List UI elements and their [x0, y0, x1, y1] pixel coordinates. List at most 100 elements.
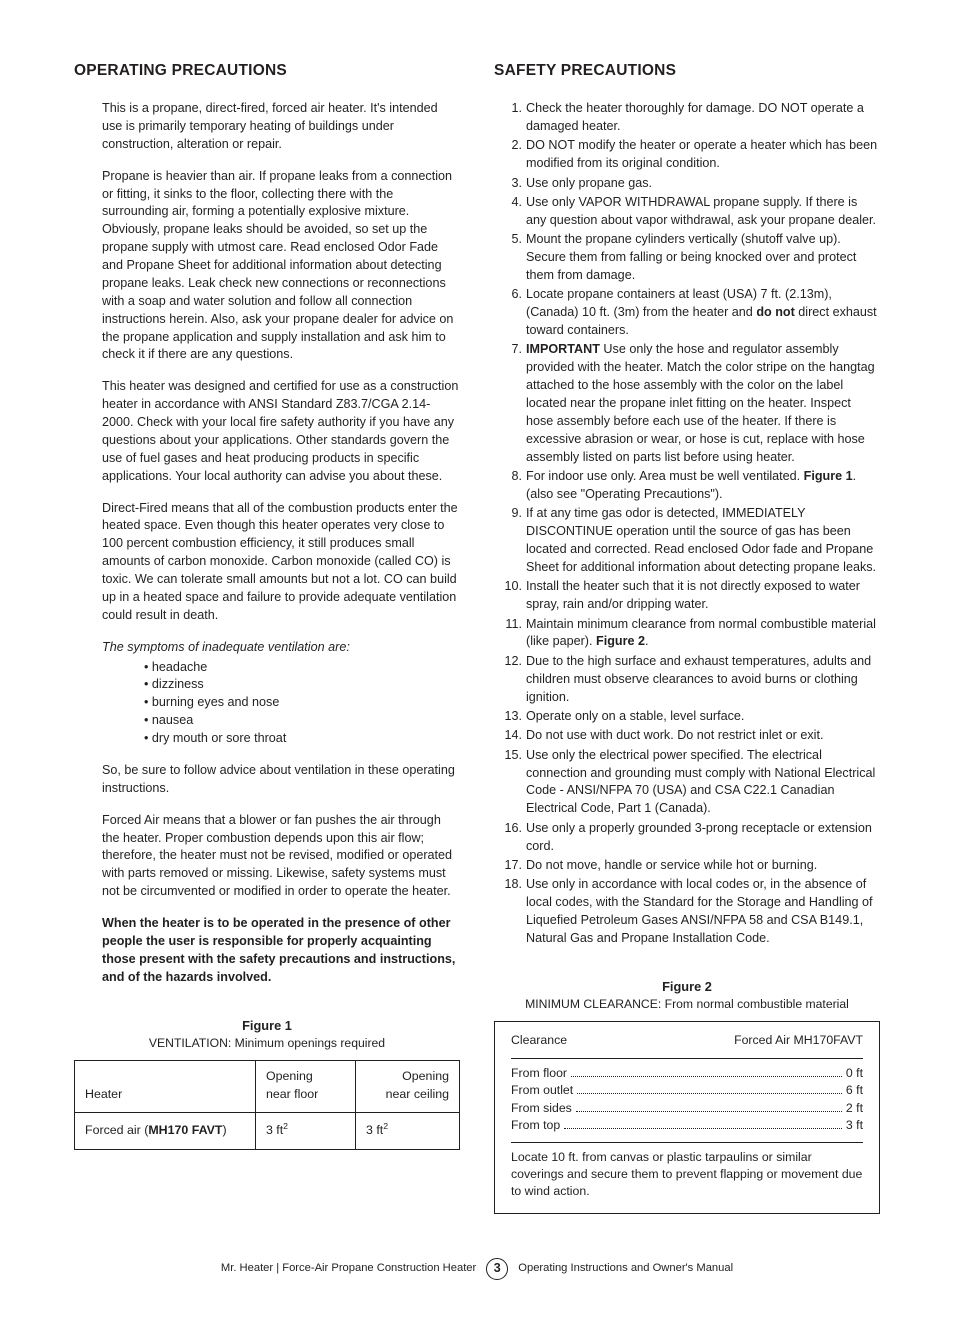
- figure-2-subtitle: MINIMUM CLEARANCE: From normal combustib…: [494, 996, 880, 1013]
- safety-item: Install the heater such that it is not d…: [494, 578, 880, 614]
- safety-item-text: For indoor use only. Area must be well v…: [526, 469, 804, 483]
- safety-item: Do not move, handle or service while hot…: [494, 857, 880, 875]
- fig2-note: Locate 10 ft. from canvas or plastic tar…: [511, 1142, 863, 1201]
- safety-item-text: DO NOT modify the heater or operate a he…: [526, 138, 877, 170]
- safety-item: Do not use with duct work. Do not restri…: [494, 727, 880, 745]
- footer-left: Mr. Heater | Force-Air Propane Construct…: [221, 1261, 476, 1277]
- symptom-list: headache dizziness burning eyes and nose…: [144, 659, 460, 748]
- fig2-row-label: From floor: [511, 1065, 567, 1082]
- fig1-v2: 3 ft2: [356, 1113, 460, 1150]
- fig2-row-dots: [576, 1103, 842, 1112]
- fig2-row: From outlet 6 ft: [511, 1082, 863, 1099]
- fig1-col-ceil-l2: near ceiling: [386, 1087, 449, 1101]
- safety-item: Use only the electrical power specified.…: [494, 747, 880, 819]
- safety-item: Maintain minimum clearance from normal c…: [494, 616, 880, 652]
- fig1-col-ceiling: Opening near ceiling: [356, 1060, 460, 1112]
- safety-item-text: Mount the propane cylinders vertically (…: [526, 232, 856, 282]
- fig1-v2-text: 3 ft: [366, 1123, 383, 1137]
- fig2-row: From top 3 ft: [511, 1117, 863, 1134]
- safety-item-text: Use only in accordance with local codes …: [526, 877, 873, 945]
- safety-item: IMPORTANT Use only the hose and regulato…: [494, 341, 880, 466]
- safety-item-text: Check the heater thoroughly for damage. …: [526, 101, 864, 133]
- safety-item-text: Use only propane gas.: [526, 176, 652, 190]
- fig2-row-label: From top: [511, 1117, 560, 1134]
- fig2-rows: From floor 0 ft From outlet 6 ftFrom sides2…: [511, 1065, 863, 1135]
- two-column-layout: Operating Precautions This is a propane,…: [74, 60, 880, 1214]
- op-responsibility-bold: When the heater is to be operated in the…: [102, 915, 460, 987]
- fig2-row-value: 3 ft: [846, 1117, 863, 1134]
- left-column: Operating Precautions This is a propane,…: [74, 60, 460, 1214]
- safety-item-bold: Figure 1: [804, 469, 853, 483]
- fig1-v1-sup: 2: [283, 1121, 288, 1131]
- safety-item: Due to the high surface and exhaust temp…: [494, 653, 880, 707]
- figure-1-subtitle: VENTILATION: Minimum openings required: [74, 1035, 460, 1052]
- page-footer: Mr. Heater | Force-Air Propane Construct…: [74, 1258, 880, 1280]
- safety-item: Operate only on a stable, level surface.: [494, 708, 880, 726]
- symptom-lead: The symptoms of inadequate ventilation a…: [102, 639, 460, 657]
- safety-item-bold: do not: [756, 305, 794, 319]
- fig2-row-value: 6 ft: [846, 1082, 863, 1099]
- fig2-row: From sides2 ft: [511, 1100, 863, 1117]
- safety-item-text: Maintain minimum clearance from normal c…: [526, 617, 876, 649]
- safety-item-text: Do not use with duct work. Do not restri…: [526, 728, 823, 742]
- figure-2-caption: Figure 2 MINIMUM CLEARANCE: From normal …: [494, 978, 880, 1013]
- safety-item: Locate propane containers at least (USA)…: [494, 286, 880, 340]
- safety-item-text: If at any time gas odor is detected, IMM…: [526, 506, 876, 574]
- fig1-col-floor-l1: Opening: [266, 1069, 313, 1083]
- symptom-item: burning eyes and nose: [144, 694, 460, 712]
- figure-2-table: Clearance Forced Air MH170FAVT From floo…: [494, 1021, 880, 1214]
- safety-precautions-heading: Safety Precautions: [494, 60, 880, 82]
- safety-item-text: Use only the electrical power specified.…: [526, 748, 875, 816]
- op-para-3: This heater was designed and certified f…: [102, 378, 460, 485]
- figure-1-caption: Figure 1 VENTILATION: Minimum openings r…: [74, 1017, 460, 1052]
- safety-item-text: Use only a properly grounded 3-prong rec…: [526, 821, 872, 853]
- fig2-header: Clearance Forced Air MH170FAVT: [511, 1032, 863, 1058]
- operating-body: This is a propane, direct-fired, forced …: [102, 100, 460, 987]
- safety-item: If at any time gas odor is detected, IMM…: [494, 505, 880, 577]
- footer-right: Operating Instructions and Owner's Manua…: [518, 1261, 733, 1277]
- fig2-row-label: From outlet: [511, 1082, 573, 1099]
- right-column: Safety Precautions Check the heater thor…: [494, 60, 880, 1214]
- fig1-col-ceil-l1: Opening: [402, 1069, 449, 1083]
- fig1-col-floor: Opening near floor: [255, 1060, 355, 1112]
- safety-item: Use only in accordance with local codes …: [494, 876, 880, 948]
- symptom-item: nausea: [144, 712, 460, 730]
- safety-item-text: Use only VAPOR WITHDRAWAL propane supply…: [526, 195, 876, 227]
- fig1-v1-text: 3 ft: [266, 1123, 283, 1137]
- fig1-v1: 3 ft2: [255, 1113, 355, 1150]
- fig2-row-value: 2 ft: [846, 1100, 863, 1117]
- safety-item-text: Operate only on a stable, level surface.: [526, 709, 744, 723]
- safety-item: Check the heater thoroughly for damage. …: [494, 100, 880, 136]
- op-para-4: Direct-Fired means that all of the combu…: [102, 500, 460, 625]
- safety-item-bold-lead: IMPORTANT: [526, 342, 600, 356]
- fig2-row-dots: [571, 1068, 842, 1077]
- fig1-col-heater: Heater: [75, 1060, 256, 1112]
- fig1-col-floor-l2: near floor: [266, 1087, 318, 1101]
- safety-item-text-post: .: [645, 634, 649, 648]
- safety-item-bold: Figure 2: [596, 634, 645, 648]
- fig1-row-post: ): [223, 1123, 227, 1137]
- figure-2-title: Figure 2: [494, 978, 880, 996]
- op-para-6: Forced Air means that a blower or fan pu…: [102, 812, 460, 901]
- safety-item: Use only a properly grounded 3-prong rec…: [494, 820, 880, 856]
- figure-1-table: Heater Opening near floor Opening near c…: [74, 1060, 460, 1150]
- fig2-head-right: Forced Air MH170FAVT: [734, 1032, 863, 1049]
- fig1-row-pre: Forced air (: [85, 1123, 148, 1137]
- safety-item-text: Do not move, handle or service while hot…: [526, 858, 817, 872]
- safety-item-text: Use only the hose and regulator assembly…: [526, 342, 875, 463]
- safety-item: Mount the propane cylinders vertically (…: [494, 231, 880, 285]
- op-para-5: So, be sure to follow advice about venti…: [102, 762, 460, 798]
- op-para-2: Propane is heavier than air. If propane …: [102, 168, 460, 365]
- safety-item-text: Due to the high surface and exhaust temp…: [526, 654, 871, 704]
- safety-item-text: Install the heater such that it is not d…: [526, 579, 860, 611]
- fig1-row-label: Forced air (MH170 FAVT): [75, 1113, 256, 1150]
- safety-item: For indoor use only. Area must be well v…: [494, 468, 880, 504]
- fig2-row-dots: [577, 1086, 842, 1095]
- page-number: 3: [486, 1258, 508, 1280]
- safety-item: DO NOT modify the heater or operate a he…: [494, 137, 880, 173]
- fig1-row-bold: MH170 FAVT: [148, 1123, 222, 1137]
- op-para-1: This is a propane, direct-fired, forced …: [102, 100, 460, 154]
- safety-item: Use only propane gas.: [494, 175, 880, 193]
- fig2-row-value: 0 ft: [846, 1065, 863, 1082]
- symptom-item: dry mouth or sore throat: [144, 730, 460, 748]
